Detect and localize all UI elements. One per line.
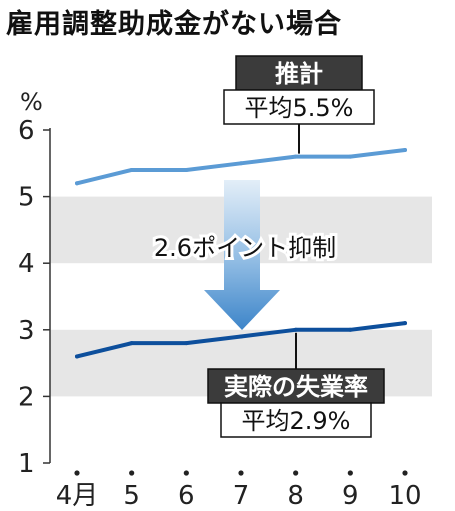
- reduction-annotation: 2.6ポイント抑制: [154, 234, 336, 262]
- y-tick-label: 6: [18, 116, 35, 146]
- series-average-box-actual: [220, 402, 372, 438]
- y-axis: [43, 128, 51, 464]
- series-lines: [75, 147, 407, 359]
- x-tick-label: 9: [342, 481, 359, 511]
- data-point-actual: [129, 341, 134, 346]
- x-tick-label: 7: [233, 481, 250, 511]
- series-average-box-estimate: [223, 89, 375, 125]
- series-average-actual: 平均2.9%: [242, 407, 351, 435]
- series-name-box-estimate: [235, 55, 363, 91]
- down-arrow-shape: [204, 180, 280, 330]
- chart-title: 雇用調整助成金がない場合: [6, 9, 342, 40]
- data-point-estimate: [239, 161, 243, 166]
- x-tick-dot: [347, 470, 353, 476]
- y-axis-unit: %: [20, 88, 43, 116]
- x-tick-label: 6: [178, 481, 195, 511]
- y-tick-label: 5: [18, 183, 35, 213]
- x-tick-dot: [238, 470, 244, 476]
- data-point-actual: [293, 327, 298, 332]
- data-point-estimate: [129, 167, 134, 172]
- y-tick-label: 3: [18, 316, 35, 346]
- y-tick-labels: 1 2 3 4 5 6: [18, 116, 35, 479]
- data-point-actual: [348, 327, 353, 332]
- series-name-estimate: 推計: [275, 60, 323, 88]
- x-tick-marks: [74, 470, 408, 476]
- data-point-estimate: [75, 181, 79, 186]
- data-point-estimate: [403, 147, 407, 152]
- y-tick-label: 2: [18, 382, 35, 412]
- decrease-arrow-icon: [204, 180, 280, 330]
- x-tick-dot: [129, 470, 135, 476]
- data-point-actual: [239, 334, 243, 339]
- x-tick-dot: [183, 470, 189, 476]
- x-tick-dot: [293, 470, 299, 476]
- data-point-estimate: [293, 154, 298, 159]
- data-point-estimate: [348, 154, 353, 159]
- series-name-box-actual: [207, 368, 385, 404]
- data-point-actual: [75, 354, 79, 359]
- data-point-actual: [184, 341, 189, 346]
- y-tick-label: 1: [18, 449, 35, 479]
- x-tick-label: 5: [123, 481, 140, 511]
- x-tick-label: 8: [287, 481, 304, 511]
- series-line-estimate: [75, 147, 407, 186]
- y-tick-label: 4: [18, 249, 35, 279]
- data-point-actual: [403, 321, 407, 326]
- x-tick-dot: [402, 470, 408, 476]
- x-tick-label: 10: [388, 481, 421, 511]
- data-point-estimate: [184, 167, 189, 172]
- series-name-actual: 実際の失業率: [224, 373, 368, 401]
- x-tick-labels: 4月 5 6 7 8 9 10: [56, 481, 422, 511]
- grid-bands: [50, 196, 432, 397]
- x-tick-dot: [74, 470, 80, 476]
- series-average-estimate: 平均5.5%: [245, 94, 354, 122]
- x-tick-label: 4月: [56, 481, 99, 511]
